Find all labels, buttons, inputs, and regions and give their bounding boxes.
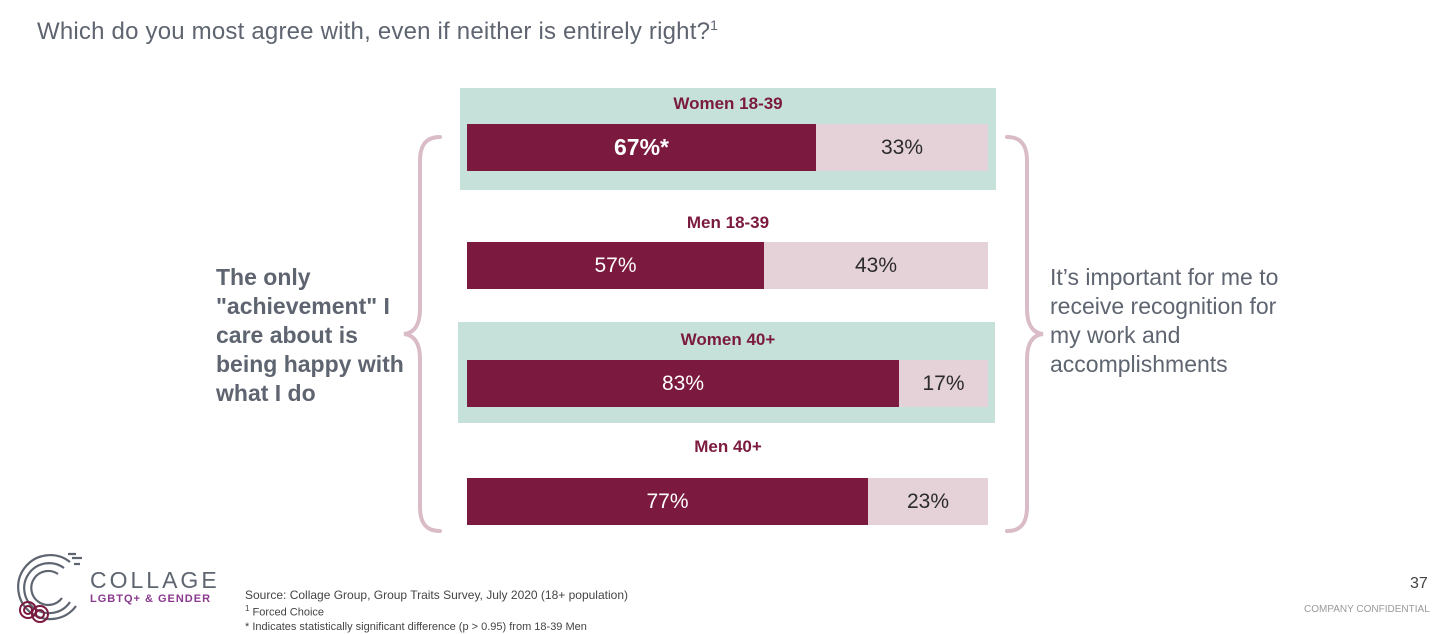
page-number: 37 <box>1410 575 1428 592</box>
bar-segment-agree-left: 83% <box>467 360 899 407</box>
collage-logo-icon <box>17 552 82 623</box>
bar-segment-agree-right: 33% <box>816 124 988 171</box>
source-notes: Source: Collage Group, Group Traits Surv… <box>245 588 628 634</box>
bar-row-women-18-39: 67%* 33% <box>467 124 988 171</box>
significance-note: * Indicates statistically significant di… <box>245 620 587 633</box>
group-label-men-40: Men 40+ <box>694 437 762 456</box>
bar-segment-agree-right: 43% <box>764 242 988 289</box>
bar-segment-agree-left: 57% <box>467 242 764 289</box>
bar-segment-agree-right: 23% <box>868 478 988 525</box>
source-line: Source: Collage Group, Group Traits Surv… <box>245 588 628 602</box>
group-label-women-40: Women 40+ <box>680 330 776 349</box>
question-title: Which do you most agree with, even if ne… <box>37 17 719 45</box>
left-brace-icon <box>403 135 442 533</box>
group-label-women-18-39: Women 18-39 <box>673 94 783 113</box>
left-statement: The only "achievement" I care about is b… <box>216 264 404 406</box>
right-brace-icon <box>1005 135 1044 533</box>
logo-wordmark: COLLAGE <box>90 567 220 593</box>
bar-segment-agree-left: 77% <box>467 478 868 525</box>
bar-segment-agree-left: 67%* <box>467 124 816 171</box>
logo-subtitle: LGBTQ+ & GENDER <box>90 593 212 605</box>
right-statement: It’s important for me to receive recogni… <box>1050 264 1279 377</box>
bar-row-men-18-39: 57% 43% <box>467 242 988 289</box>
bar-row-women-40: 83% 17% <box>467 360 988 407</box>
group-label-men-18-39: Men 18-39 <box>686 213 770 232</box>
bar-segment-agree-right: 17% <box>899 360 988 407</box>
footnote-line: 1 Forced Choice <box>245 604 325 619</box>
bar-row-men-40: 77% 23% <box>467 478 988 525</box>
confidential-label: COMPANY CONFIDENTIAL <box>1304 604 1430 615</box>
